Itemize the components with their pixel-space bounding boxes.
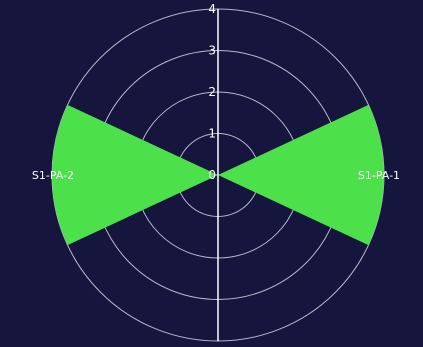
radial-tick-label: 3	[208, 44, 216, 58]
radial-tick-labels: 0 1 2 3 4	[208, 2, 216, 182]
radial-tick-label: 2	[208, 85, 216, 99]
category-labels: S1-PA-1 S1-PA-2	[32, 169, 400, 182]
sector-layer	[52, 104, 384, 246]
category-label-S1-PA-2: S1-PA-2	[32, 169, 74, 182]
sector-S1-PA-2	[52, 104, 218, 246]
radial-tick-label: 1	[208, 127, 216, 141]
radial-tick-label: 4	[208, 2, 216, 16]
category-label-S1-PA-1: S1-PA-1	[358, 169, 400, 182]
sector-S1-PA-1	[218, 104, 384, 246]
radial-tick-label: 0	[208, 168, 216, 182]
